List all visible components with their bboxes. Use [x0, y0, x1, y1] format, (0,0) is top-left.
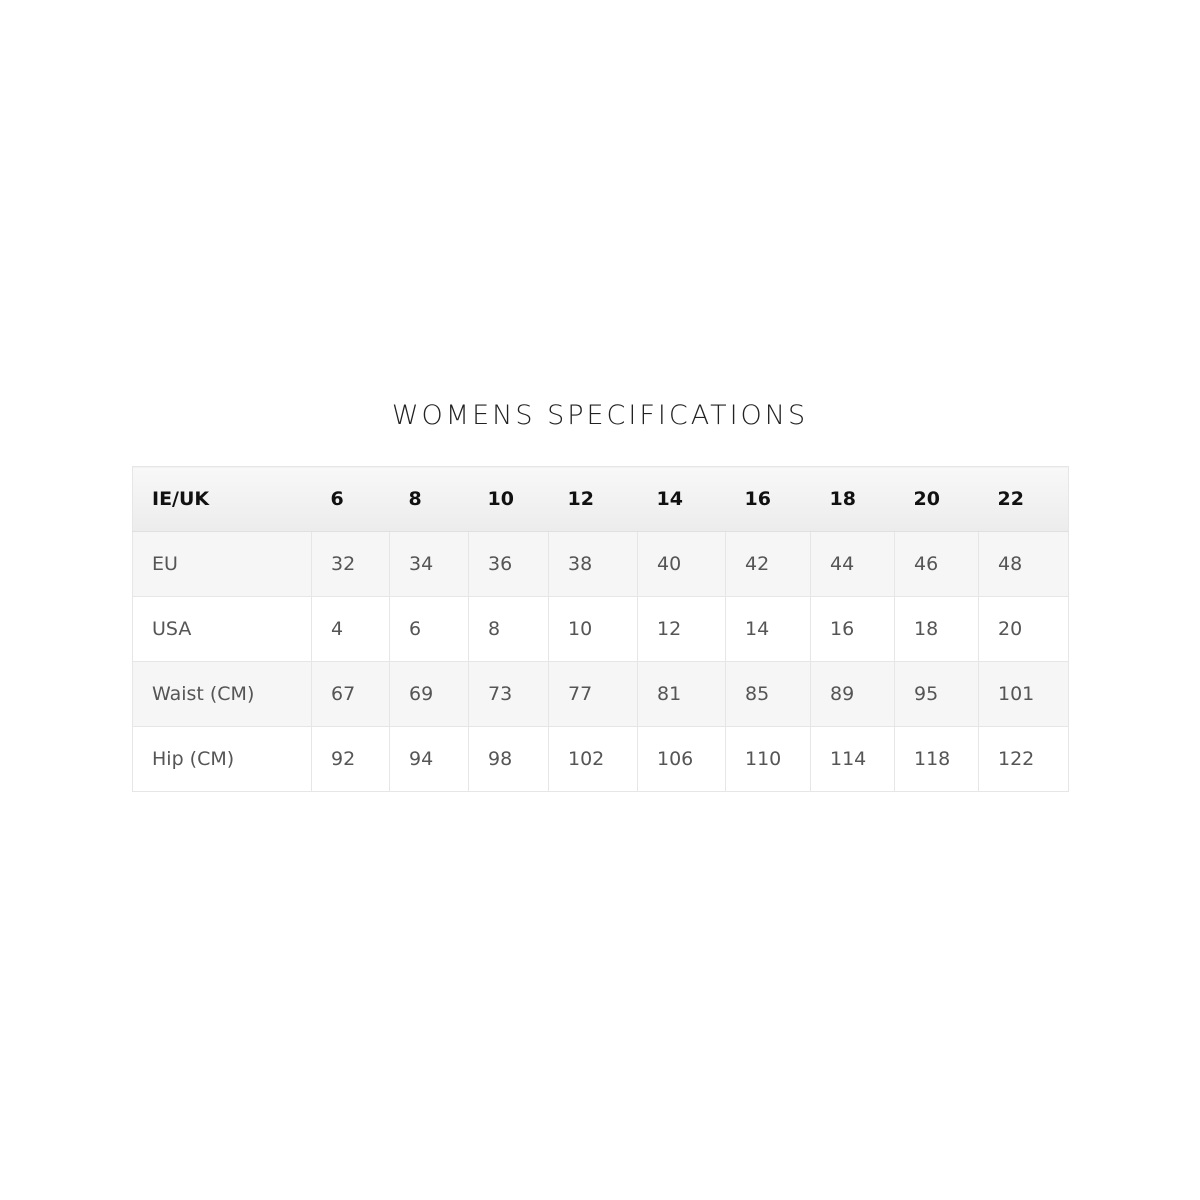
- table-cell: 40: [637, 531, 726, 597]
- table-cell: 14: [725, 596, 811, 662]
- table-row: Hip (CM) 92 94 98 102 106 110 114 118 122: [132, 726, 1069, 792]
- table-cell: 38: [548, 531, 638, 597]
- table-cell: 98: [468, 726, 549, 792]
- table-cell: 118: [894, 726, 979, 792]
- table-cell: 46: [894, 531, 979, 597]
- table-cell: 6: [389, 596, 469, 662]
- table-cell: 67: [311, 661, 390, 727]
- table-cell: 18: [894, 596, 979, 662]
- column-header: 20: [894, 466, 979, 532]
- table-header-row: IE/UK 6 8 10 12 14 16 18 20 22: [132, 466, 1069, 532]
- table-cell: 73: [468, 661, 549, 727]
- table-cell: 94: [389, 726, 469, 792]
- column-header: 18: [810, 466, 895, 532]
- column-header: 16: [725, 466, 811, 532]
- table-cell: 85: [725, 661, 811, 727]
- table-cell: 95: [894, 661, 979, 727]
- table-cell: 89: [810, 661, 895, 727]
- table-cell: 12: [637, 596, 726, 662]
- table-cell: 36: [468, 531, 549, 597]
- table-cell: 69: [389, 661, 469, 727]
- table-cell: 32: [311, 531, 390, 597]
- table-cell: 8: [468, 596, 549, 662]
- table-cell: 4: [311, 596, 390, 662]
- column-header: 10: [468, 466, 549, 532]
- table-cell: 42: [725, 531, 811, 597]
- row-label: EU: [132, 531, 312, 597]
- column-header: 12: [548, 466, 638, 532]
- size-chart-table: IE/UK 6 8 10 12 14 16 18 20 22 EU 32 34 36 38 40 42 44 46…: [132, 466, 1069, 792]
- column-header: 22: [978, 466, 1069, 532]
- column-header: 8: [389, 466, 469, 532]
- table-cell: 122: [978, 726, 1069, 792]
- column-header: IE/UK: [132, 466, 312, 532]
- table-cell: 110: [725, 726, 811, 792]
- table-cell: 101: [978, 661, 1069, 727]
- column-header: 6: [311, 466, 390, 532]
- table-cell: 44: [810, 531, 895, 597]
- row-label: Waist (CM): [132, 661, 312, 727]
- table-cell: 106: [637, 726, 726, 792]
- page-title: WOMENS SPECIFICATIONS: [391, 400, 809, 431]
- table-cell: 77: [548, 661, 638, 727]
- column-header: 14: [637, 466, 726, 532]
- table-cell: 16: [810, 596, 895, 662]
- table-cell: 114: [810, 726, 895, 792]
- table-row: USA 4 6 8 10 12 14 16 18 20: [132, 596, 1069, 662]
- table-cell: 81: [637, 661, 726, 727]
- row-label: USA: [132, 596, 312, 662]
- table-cell: 34: [389, 531, 469, 597]
- table-cell: 48: [978, 531, 1069, 597]
- table-cell: 92: [311, 726, 390, 792]
- table-cell: 10: [548, 596, 638, 662]
- table-row: Waist (CM) 67 69 73 77 81 85 89 95 101: [132, 661, 1069, 727]
- table-cell: 20: [978, 596, 1069, 662]
- row-label: Hip (CM): [132, 726, 312, 792]
- table-cell: 102: [548, 726, 638, 792]
- table-row: EU 32 34 36 38 40 42 44 46 48: [132, 531, 1069, 597]
